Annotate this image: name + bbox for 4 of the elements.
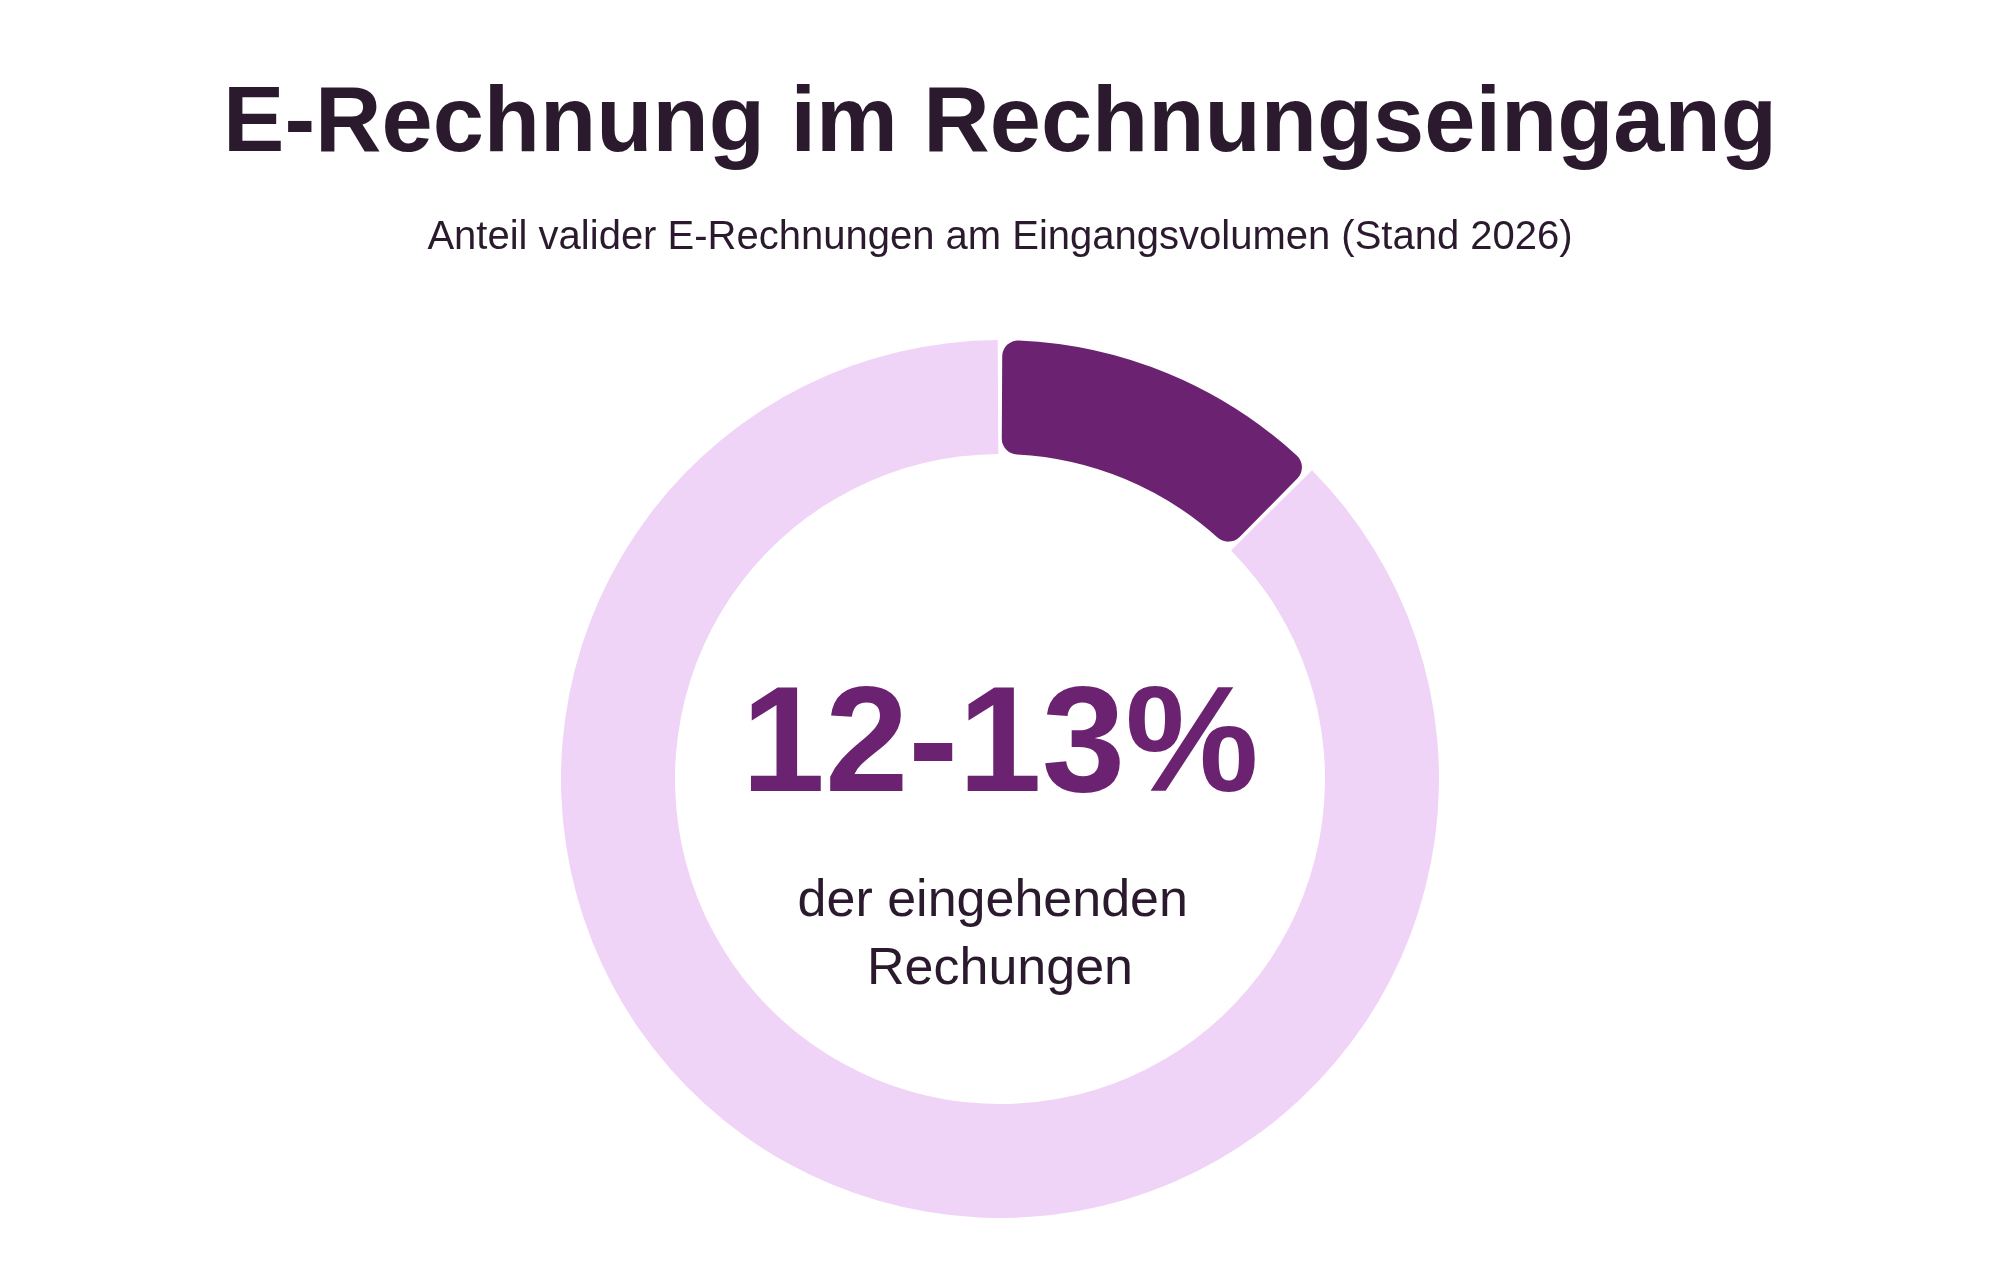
- text: 12-13%: [741, 655, 1259, 823]
- text: der eingehenden Rechungen: [797, 869, 1203, 995]
- chart-subtitle: Anteil valider E-Rechnungen am Eingangsvolumen (Stand 2026): [427, 213, 1573, 257]
- chart-title: E-Rechnung im Rechnungseingang: [223, 68, 1777, 170]
